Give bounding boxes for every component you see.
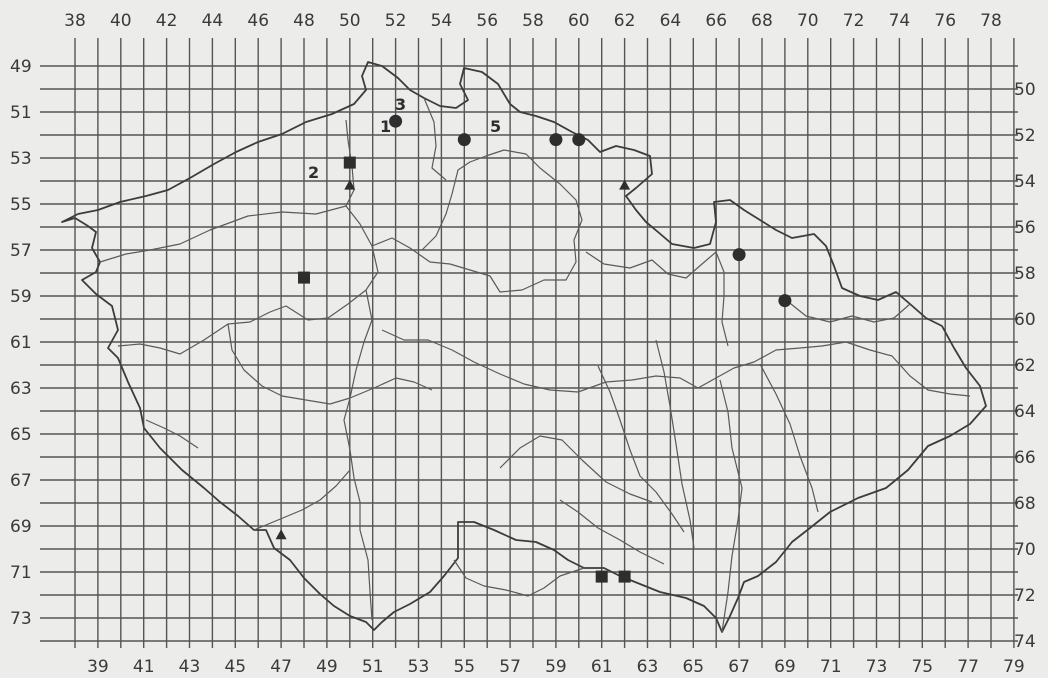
top-axis-tick: 58 bbox=[522, 11, 544, 31]
left-axis-tick: 73 bbox=[10, 609, 32, 629]
top-axis-tick: 76 bbox=[934, 11, 956, 31]
occurrence-triangle bbox=[619, 179, 631, 190]
bottom-axis-tick: 77 bbox=[957, 657, 979, 677]
occurrence-circle bbox=[778, 294, 792, 308]
top-axis-tick: 48 bbox=[293, 11, 315, 31]
bottom-axis-tick: 79 bbox=[1003, 657, 1025, 677]
left-axis-tick: 69 bbox=[10, 517, 32, 537]
left-axis-tick: 63 bbox=[10, 379, 32, 399]
left-axis-tick: 71 bbox=[10, 563, 32, 583]
occurrence-square bbox=[618, 570, 631, 583]
right-axis-tick: 70 bbox=[1014, 540, 1036, 560]
occurrence-triangle bbox=[275, 529, 287, 540]
top-axis-tick: 46 bbox=[247, 11, 269, 31]
right-axis-tick: 68 bbox=[1014, 494, 1036, 514]
left-axis-tick: 57 bbox=[10, 241, 32, 261]
top-axis-tick: 74 bbox=[889, 11, 911, 31]
country-border bbox=[61, 61, 987, 633]
occurrence-circle bbox=[389, 114, 403, 128]
right-axis-tick: 56 bbox=[1014, 218, 1036, 238]
right-axis-tick: 54 bbox=[1014, 172, 1036, 192]
top-axis-tick: 50 bbox=[339, 11, 361, 31]
top-axis-tick: 56 bbox=[476, 11, 498, 31]
top-axis-tick: 64 bbox=[660, 11, 682, 31]
bottom-axis-tick: 75 bbox=[911, 657, 933, 677]
top-axis-tick: 72 bbox=[843, 11, 865, 31]
top-axis-tick: 60 bbox=[568, 11, 590, 31]
left-axis-tick: 49 bbox=[10, 57, 32, 77]
point-label-3: 3 bbox=[395, 95, 406, 114]
bottom-axis-tick: 43 bbox=[179, 657, 201, 677]
left-axis-tick: 59 bbox=[10, 287, 32, 307]
top-axis-tick: 70 bbox=[797, 11, 819, 31]
bottom-axis-tick: 41 bbox=[133, 657, 155, 677]
grid-lines bbox=[40, 38, 1018, 648]
axis-tick-labels: 38 40 42 44 46 48 50 52 54 56 58 60 62 64 66 68 70 72 74 76… bbox=[10, 11, 1036, 677]
occurrence-square bbox=[343, 156, 356, 169]
top-axis-tick: 42 bbox=[156, 11, 178, 31]
bottom-axis-tick: 51 bbox=[362, 657, 384, 677]
occurrence-circle bbox=[572, 133, 586, 147]
right-axis-tick: 64 bbox=[1014, 402, 1036, 422]
right-axis-tick: 58 bbox=[1014, 264, 1036, 284]
point-label-2: 2 bbox=[308, 163, 319, 182]
top-axis-tick: 40 bbox=[110, 11, 132, 31]
occurrence-circle bbox=[457, 133, 471, 147]
top-axis-tick: 52 bbox=[385, 11, 407, 31]
bottom-axis-tick: 49 bbox=[316, 657, 338, 677]
bottom-axis-tick: 73 bbox=[866, 657, 888, 677]
right-axis-tick: 50 bbox=[1014, 80, 1036, 100]
bottom-axis-tick: 55 bbox=[453, 657, 475, 677]
occurrence-circle bbox=[549, 133, 563, 147]
bottom-axis-tick: 59 bbox=[545, 657, 567, 677]
top-axis-tick: 44 bbox=[202, 11, 224, 31]
bottom-axis-tick: 39 bbox=[87, 657, 109, 677]
bottom-axis-tick: 57 bbox=[499, 657, 521, 677]
bottom-axis-tick: 45 bbox=[224, 657, 246, 677]
left-axis-tick: 65 bbox=[10, 425, 32, 445]
left-axis-tick: 53 bbox=[10, 149, 32, 169]
bottom-axis-tick: 53 bbox=[408, 657, 430, 677]
bottom-axis-tick: 71 bbox=[820, 657, 842, 677]
bottom-axis-tick: 67 bbox=[728, 657, 750, 677]
occurrence-markers bbox=[275, 114, 792, 583]
top-axis-tick: 78 bbox=[980, 11, 1002, 31]
occurrence-triangle bbox=[344, 179, 356, 190]
bottom-axis-tick: 47 bbox=[270, 657, 292, 677]
rivers bbox=[99, 97, 971, 633]
occurrence-square bbox=[298, 271, 310, 284]
top-axis-tick: 68 bbox=[751, 11, 773, 31]
occurrence-circle bbox=[732, 248, 746, 262]
right-axis-tick: 74 bbox=[1014, 632, 1036, 652]
right-axis-tick: 72 bbox=[1014, 586, 1036, 606]
bottom-axis-tick: 65 bbox=[682, 657, 704, 677]
right-axis-tick: 52 bbox=[1014, 126, 1036, 146]
right-axis-tick: 66 bbox=[1014, 448, 1036, 468]
bottom-axis-tick: 69 bbox=[774, 657, 796, 677]
left-axis-tick: 55 bbox=[10, 195, 32, 215]
right-axis-tick: 62 bbox=[1014, 356, 1036, 376]
bottom-axis-tick: 63 bbox=[637, 657, 659, 677]
bottom-axis-tick: 61 bbox=[591, 657, 613, 677]
point-labels: 1 2 3 5 bbox=[308, 95, 501, 182]
left-axis-tick: 67 bbox=[10, 471, 32, 491]
point-label-5: 5 bbox=[490, 117, 501, 136]
top-axis-tick: 38 bbox=[64, 11, 86, 31]
top-axis-tick: 62 bbox=[614, 11, 636, 31]
top-axis-tick: 54 bbox=[431, 11, 453, 31]
left-axis-tick: 51 bbox=[10, 103, 32, 123]
occurrence-square bbox=[595, 570, 608, 583]
top-axis-tick: 66 bbox=[705, 11, 727, 31]
left-axis-tick: 61 bbox=[10, 333, 32, 353]
right-axis-tick: 60 bbox=[1014, 310, 1036, 330]
point-label-1: 1 bbox=[380, 117, 391, 136]
